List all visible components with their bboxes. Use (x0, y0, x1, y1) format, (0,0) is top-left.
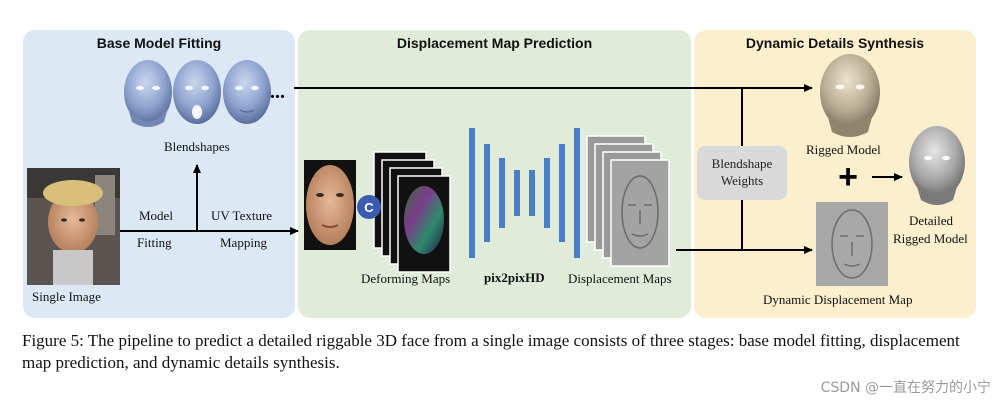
watermark: CSDN @一直在努力的小宁 (820, 380, 991, 396)
concat-icon: C (357, 195, 381, 219)
pix2pixhd-network (469, 128, 580, 258)
blendshape-weights-line-1: Blendshape (711, 156, 773, 171)
label-detailed-rigged-model: Rigged Model (893, 231, 968, 246)
blendshape-head-1 (124, 60, 172, 127)
label-blendshapes: Blendshapes (164, 139, 230, 154)
panel-title-base: Base Model Fitting (96, 35, 222, 51)
label-deforming-maps: Deforming Maps (361, 271, 451, 286)
panel-title-dyn: Dynamic Details Synthesis (745, 35, 925, 51)
rigged-model-head (820, 54, 880, 137)
blendshape-weights-line-2: Weights (720, 173, 764, 188)
deforming-maps-stack (373, 151, 451, 273)
concat-symbol: C (364, 200, 374, 215)
dynamic-displacement-map (816, 202, 888, 286)
label-mapping: Mapping (220, 235, 267, 250)
plus-icon: + (838, 158, 858, 196)
blendshape-weights-box (697, 146, 787, 200)
ellipsis-text: ... (270, 81, 285, 103)
blendshape-head-3 (223, 60, 271, 124)
label-detailed: Detailed (909, 213, 954, 228)
detailed-rigged-model-head (909, 126, 965, 205)
label-single-image: Single Image (32, 289, 101, 304)
label-dynamic-displacement-map: Dynamic Displacement Map (763, 292, 913, 307)
connectors (120, 84, 903, 254)
panel-title-disp: Displacement Map Prediction (396, 35, 593, 51)
label-model: Model (139, 208, 173, 223)
label-displacement-maps: Displacement Maps (568, 271, 672, 286)
blendshape-weights-label: Blendshape Weights (697, 155, 787, 189)
label-fitting: Fitting (137, 235, 172, 250)
figure-caption: Figure 5: The pipeline to predict a deta… (22, 331, 960, 372)
uv-texture-face (304, 160, 356, 250)
displacement-maps-stack (586, 135, 670, 267)
label-pix2pixhd: pix2pixHD (484, 270, 545, 285)
blendshape-head-2 (173, 60, 221, 124)
label-rigged-model: Rigged Model (806, 142, 881, 157)
single-image-photo (27, 168, 120, 285)
label-uv-texture: UV Texture (211, 208, 273, 223)
